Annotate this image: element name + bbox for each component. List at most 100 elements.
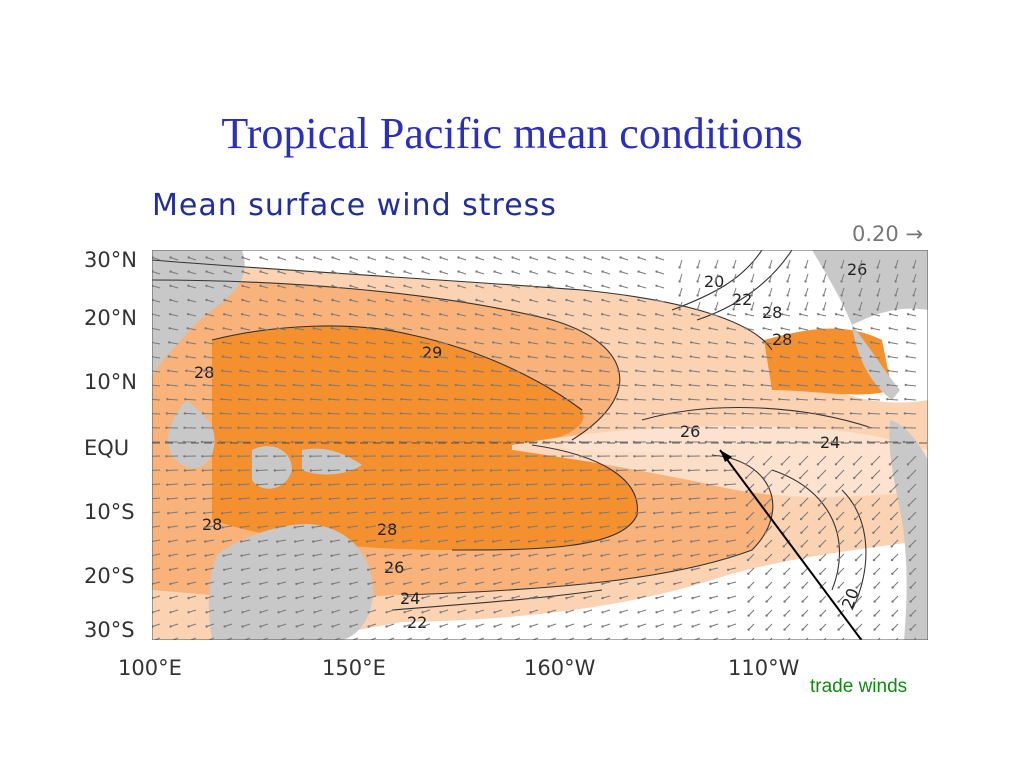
wind-arrow-head	[762, 341, 765, 344]
wind-arrow	[243, 637, 251, 640]
wind-arrow-head	[218, 440, 222, 444]
wind-arrow-head	[818, 545, 821, 548]
wind-arrow	[512, 257, 521, 261]
wind-arrow-head	[241, 298, 244, 302]
wind-arrow	[256, 412, 269, 415]
wind-arrow-head	[822, 280, 825, 283]
wind-arrow	[260, 285, 269, 289]
wind-arrow-head	[596, 440, 600, 444]
wind-arrow	[835, 469, 845, 479]
wind-arrow-head	[437, 526, 440, 529]
wind-arrow	[491, 483, 503, 486]
wind-arrow-head	[400, 483, 403, 486]
wind-arrow	[564, 525, 575, 528]
wind-arrow-head	[418, 483, 421, 486]
wind-arrow-head	[328, 483, 331, 486]
wind-arrow	[837, 553, 845, 561]
wind-arrow-head	[326, 440, 330, 444]
wind-arrow-head	[254, 440, 258, 444]
wind-arrow	[710, 313, 719, 317]
wind-arrow	[871, 469, 881, 479]
wind-arrow-head	[750, 266, 753, 269]
wind-arrow	[855, 553, 863, 561]
wind-arrow	[491, 398, 503, 401]
wind-arrow-head	[597, 412, 601, 415]
wind-arrow-head	[564, 554, 567, 557]
wind-arrow-head	[364, 497, 367, 501]
wind-arrow	[787, 259, 791, 268]
wind-arrow	[697, 259, 701, 268]
wind-arrow-head	[652, 497, 655, 501]
land-australia	[208, 524, 373, 640]
wind-arrow	[385, 553, 395, 557]
wind-arrow-head	[614, 440, 618, 444]
wind-arrow-head	[543, 469, 547, 472]
wind-arrow-head	[799, 517, 803, 521]
wind-arrow	[895, 287, 899, 296]
slide-title: Tropical Pacific mean conditions	[221, 109, 803, 158]
wind-arrow	[312, 511, 323, 514]
wind-arrow	[841, 259, 845, 268]
wind-arrow-head	[765, 586, 768, 589]
wind-arrow	[672, 370, 683, 373]
wind-arrow	[278, 581, 287, 585]
wind-arrow-head	[436, 497, 439, 501]
wind-arrow-head	[474, 341, 477, 344]
wind-arrow	[440, 299, 449, 303]
wind-arrow-head	[678, 280, 681, 283]
wind-arrow	[314, 595, 323, 599]
wind-arrow-head	[741, 426, 744, 429]
wind-arrow	[871, 327, 881, 331]
wind-arrow	[653, 483, 665, 486]
land-new-guinea	[302, 448, 362, 475]
wind-arrow-head	[418, 497, 421, 501]
wind-arrow-head	[187, 313, 190, 316]
wind-arrow	[350, 271, 359, 275]
wind-arrow	[802, 581, 809, 588]
wind-arrow	[674, 609, 683, 613]
wind-arrow	[817, 455, 827, 465]
wind-arrow-head	[222, 568, 226, 571]
wind-arrow-head	[493, 284, 496, 287]
wind-arrow-head	[186, 540, 189, 543]
wind-arrow-head	[746, 558, 750, 562]
wind-arrow	[527, 398, 539, 401]
wind-arrow	[907, 341, 917, 345]
wind-arrow-head	[241, 270, 244, 273]
wind-arrow	[458, 299, 467, 303]
wind-arrow-head	[348, 341, 351, 344]
wind-arrow-head	[814, 383, 817, 387]
contour-line	[391, 589, 603, 611]
wind-arrow	[437, 384, 449, 387]
wind-arrow	[688, 412, 701, 415]
wind-arrow-head	[799, 476, 802, 480]
wind-arrow-head	[274, 383, 277, 387]
wind-arrow-head	[455, 355, 458, 358]
wind-arrow-head	[725, 369, 728, 372]
wind-arrow-head	[633, 426, 636, 429]
wind-arrow	[220, 412, 233, 415]
wind-arrow-head	[239, 369, 242, 372]
wind-arrow-head	[506, 440, 510, 444]
wind-arrow	[709, 341, 719, 345]
wind-arrow-head	[822, 294, 825, 297]
wind-arrow-head	[362, 440, 366, 444]
wind-arrow	[762, 370, 773, 373]
wind-arrow-head	[655, 284, 658, 287]
wind-arrow	[743, 384, 755, 387]
wind-arrow	[656, 299, 665, 303]
wind-arrow	[405, 637, 413, 640]
wind-arrow-head	[295, 582, 298, 586]
wind-arrow	[330, 525, 341, 528]
wind-arrow-head	[876, 280, 879, 283]
wind-arrow	[690, 511, 701, 514]
wind-arrow-head	[837, 614, 840, 617]
wind-arrow-head	[186, 568, 190, 571]
wind-arrow-head	[402, 327, 405, 330]
wind-arrow-head	[223, 298, 226, 302]
wind-arrow-head	[507, 426, 510, 429]
wind-arrow-head	[259, 611, 262, 614]
contour-line	[152, 259, 773, 351]
wind-arrow	[913, 287, 917, 296]
wind-arrow	[910, 609, 917, 616]
